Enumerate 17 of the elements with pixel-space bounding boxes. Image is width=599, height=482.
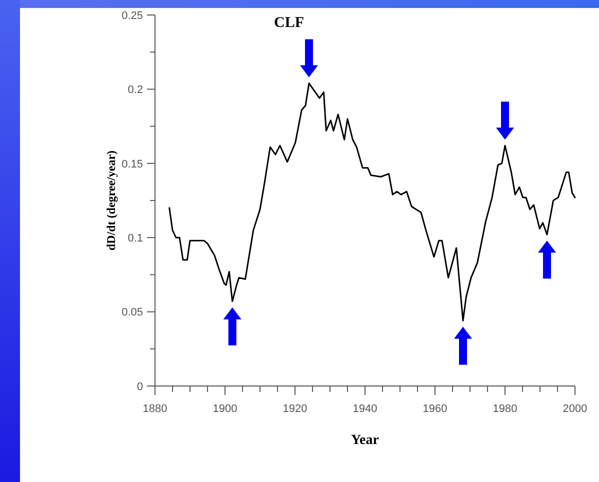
y-tick-label: 0.05	[122, 306, 143, 319]
y-axis-title: dD/dt (degree/year)	[104, 150, 118, 251]
x-tick-label: 1960	[422, 403, 448, 415]
y-tick-label: 0.1	[128, 232, 143, 244]
line-series	[168, 82, 576, 322]
y-tick-label: 0	[136, 380, 143, 393]
annotation: CLF	[274, 15, 304, 31]
y-tick-label: 0.25	[122, 10, 143, 22]
x-tick-label: 1900	[212, 403, 238, 415]
y-tick-label: 0.2	[128, 84, 143, 96]
x-tick-label: 1880	[142, 403, 168, 415]
x-axis-title: Year	[351, 433, 379, 448]
x-tick-label: 1920	[282, 403, 308, 415]
x-tick-label: 2000	[562, 403, 588, 415]
y-tick-label: 0.15	[122, 158, 143, 170]
x-tick-label: 1980	[492, 403, 518, 415]
x-tick-label: 1940	[352, 403, 378, 415]
